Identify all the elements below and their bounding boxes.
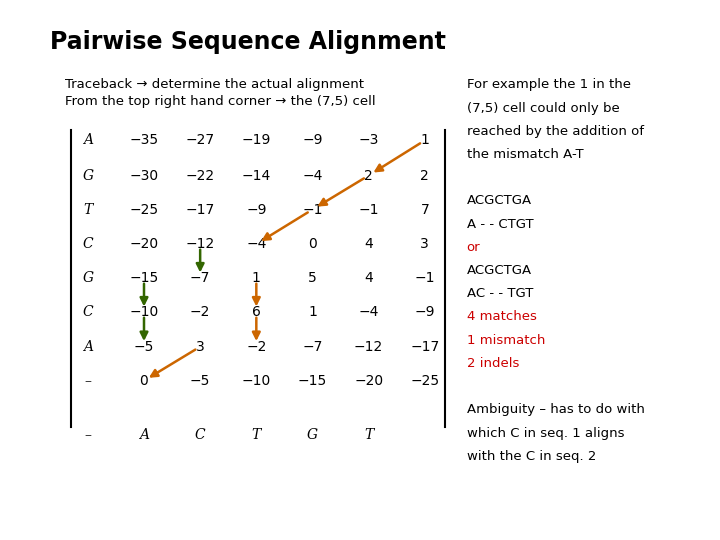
Text: 7: 7 [420,202,429,217]
Text: (7,5) cell could only be: (7,5) cell could only be [467,102,619,114]
Text: C: C [195,428,205,442]
Text: 1: 1 [420,133,429,147]
Text: C: C [83,237,93,251]
Text: which C in seq. 1 aligns: which C in seq. 1 aligns [467,427,624,440]
Text: 0: 0 [140,374,148,388]
Text: −9: −9 [302,133,323,147]
Text: Pairwise Sequence Alignment: Pairwise Sequence Alignment [50,30,446,53]
Text: −12: −12 [186,237,215,251]
Text: −15: −15 [298,374,327,388]
Text: 3: 3 [196,340,204,354]
Text: A - - CTGT: A - - CTGT [467,218,534,231]
Text: −3: −3 [359,133,379,147]
Text: −1: −1 [415,271,435,285]
Text: G: G [82,168,94,183]
Text: A: A [83,340,93,354]
Text: T: T [84,202,92,217]
Text: −7: −7 [190,271,210,285]
Text: −35: −35 [130,133,158,147]
Text: G: G [307,428,318,442]
Text: For example the 1 in the: For example the 1 in the [467,78,631,91]
Text: −4: −4 [246,237,266,251]
Text: Ambiguity – has to do with: Ambiguity – has to do with [467,403,644,416]
Text: reached by the addition of: reached by the addition of [467,125,644,138]
Text: 6: 6 [252,305,261,319]
Text: From the top right hand corner → the (7,5) cell: From the top right hand corner → the (7,… [65,94,375,107]
Text: −22: −22 [186,168,215,183]
Text: −14: −14 [242,168,271,183]
Text: −9: −9 [415,305,435,319]
Text: 3: 3 [420,237,429,251]
Text: −17: −17 [186,202,215,217]
Text: the mismatch A-T: the mismatch A-T [467,148,583,161]
Text: −4: −4 [359,305,379,319]
Text: A: A [139,428,149,442]
Text: A: A [83,133,93,147]
Text: −30: −30 [130,168,158,183]
Text: −27: −27 [186,133,215,147]
Text: ACGCTGA: ACGCTGA [467,264,531,277]
Text: or: or [467,241,480,254]
Text: T: T [252,428,261,442]
Text: 2 indels: 2 indels [467,357,519,370]
Text: 2: 2 [420,168,429,183]
Text: −20: −20 [354,374,383,388]
Text: 4: 4 [364,271,373,285]
Text: –: – [84,428,91,442]
Text: −17: −17 [410,340,439,354]
Text: T: T [364,428,373,442]
Text: −5: −5 [134,340,154,354]
Text: C: C [83,305,93,319]
Text: 0: 0 [308,237,317,251]
Text: –: – [84,374,91,388]
Text: ACGCTGA: ACGCTGA [467,194,531,207]
Text: 5: 5 [308,271,317,285]
Text: −9: −9 [246,202,266,217]
Text: −1: −1 [359,202,379,217]
Text: 1 mismatch: 1 mismatch [467,334,545,347]
Text: −2: −2 [190,305,210,319]
Text: −2: −2 [246,340,266,354]
Text: 2: 2 [364,168,373,183]
Text: −10: −10 [130,305,158,319]
Text: −15: −15 [130,271,158,285]
Text: −10: −10 [242,374,271,388]
Text: 4 matches: 4 matches [467,310,536,323]
Text: G: G [82,271,94,285]
Text: AC - - TGT: AC - - TGT [467,287,533,300]
Text: −12: −12 [354,340,383,354]
Text: −20: −20 [130,237,158,251]
Text: −5: −5 [190,374,210,388]
Text: −1: −1 [302,202,323,217]
Text: Traceback → determine the actual alignment: Traceback → determine the actual alignme… [65,78,364,91]
Text: −4: −4 [302,168,323,183]
Text: −7: −7 [302,340,323,354]
Text: 1: 1 [252,271,261,285]
Text: 4: 4 [364,237,373,251]
Text: −25: −25 [130,202,158,217]
Text: −25: −25 [410,374,439,388]
Text: with the C in seq. 2: with the C in seq. 2 [467,450,596,463]
Text: 1: 1 [308,305,317,319]
Text: −19: −19 [242,133,271,147]
